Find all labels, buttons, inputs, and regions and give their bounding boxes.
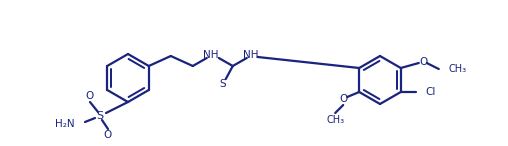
Text: NH: NH [203, 50, 218, 60]
Text: NH: NH [243, 50, 259, 60]
Text: O: O [104, 130, 112, 140]
Text: S: S [97, 111, 104, 121]
Text: O: O [420, 57, 428, 67]
Text: O: O [86, 91, 94, 101]
Text: CH₃: CH₃ [326, 115, 344, 125]
Text: S: S [219, 79, 226, 89]
Text: H₂N: H₂N [55, 119, 75, 129]
Text: Cl: Cl [426, 87, 436, 97]
Text: CH₃: CH₃ [449, 64, 467, 74]
Text: O: O [339, 94, 347, 104]
